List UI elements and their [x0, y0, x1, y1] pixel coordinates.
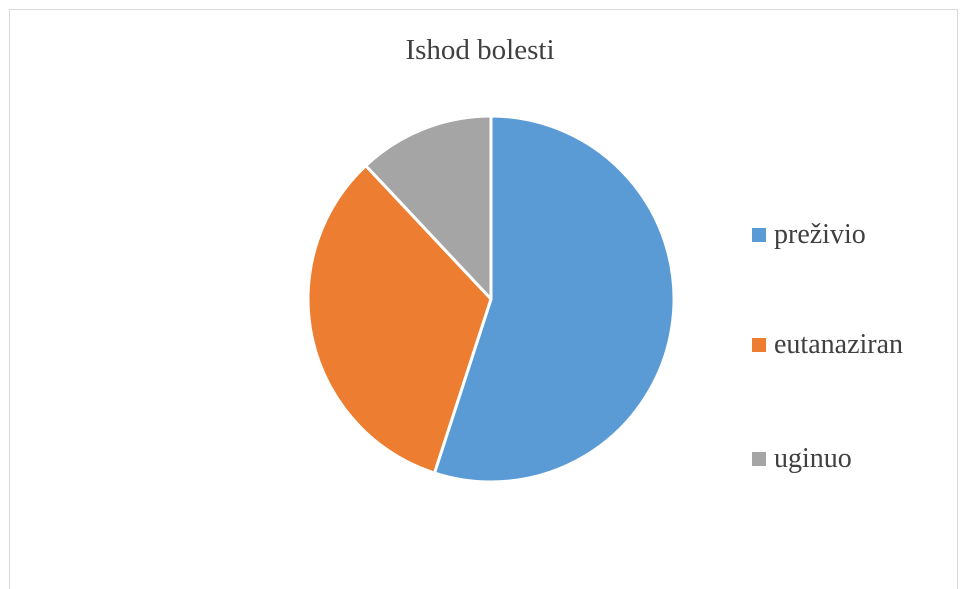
legend-swatch-1	[752, 338, 766, 352]
legend-swatch-0	[752, 228, 766, 242]
pie-slice-0	[432, 114, 676, 484]
legend-swatch-2	[752, 452, 766, 466]
legend-label-1: eutanaziran	[774, 329, 904, 360]
legend-label-0: preživio	[774, 219, 866, 250]
pie-slice-2	[364, 114, 493, 301]
chart-title: Ishod bolesti	[405, 34, 555, 66]
legend-label-2: uginuo	[774, 443, 852, 474]
pie-slice-1	[306, 164, 493, 475]
